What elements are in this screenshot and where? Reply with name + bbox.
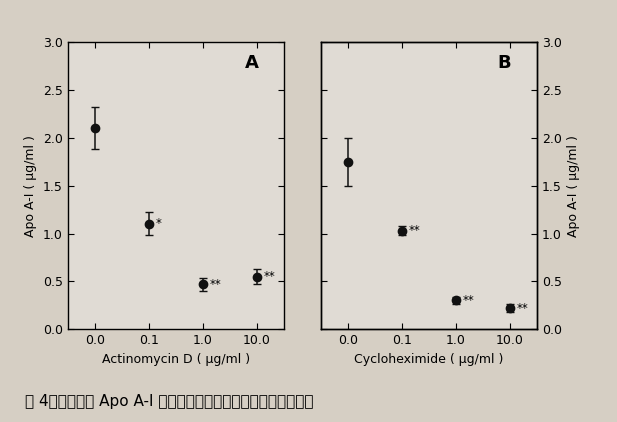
Text: **: **: [463, 294, 474, 307]
Text: **: **: [264, 270, 276, 283]
Text: A: A: [244, 54, 259, 72]
Text: B: B: [497, 54, 511, 72]
Text: **: **: [517, 302, 529, 315]
Text: **: **: [409, 224, 421, 237]
X-axis label: Cycloheximide ( μg/ml ): Cycloheximide ( μg/ml ): [354, 352, 503, 365]
X-axis label: Actinomycin D ( μg/ml ): Actinomycin D ( μg/ml ): [102, 352, 250, 365]
Text: *: *: [156, 217, 162, 230]
Text: **: **: [210, 278, 222, 291]
Y-axis label: Apo A-I ( μg/ml ): Apo A-I ( μg/ml ): [567, 135, 580, 237]
Y-axis label: Apo A-I ( μg/ml ): Apo A-I ( μg/ml ): [25, 135, 38, 237]
Text: 围 4　肝細胞の Apo A-I 分泌に及ぼす蛋白質合成阻害剤の影響: 围 4 肝細胞の Apo A-I 分泌に及ぼす蛋白質合成阻害剤の影響: [25, 394, 313, 409]
